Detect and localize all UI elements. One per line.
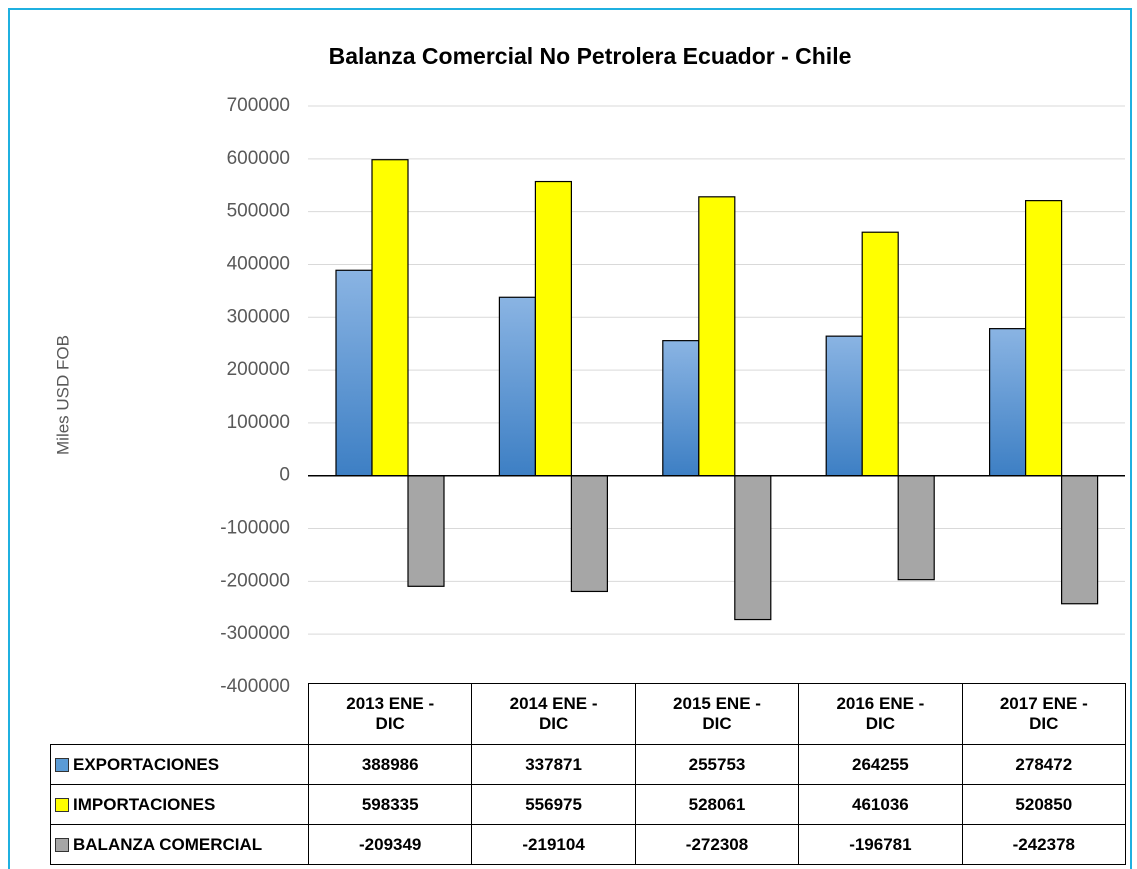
table-value: 255753 xyxy=(634,744,800,785)
y-tick-label: -300000 xyxy=(220,623,290,644)
bar xyxy=(534,180,573,477)
y-axis-label: Miles USD FOB xyxy=(53,335,72,455)
category-header: 2014 ENE - DIC xyxy=(471,683,636,745)
cell-text: 2013 ENE - DIC xyxy=(346,694,435,733)
cell-text: 556975 xyxy=(525,794,582,814)
cell-text: 2015 ENE - DIC xyxy=(673,694,761,733)
cell-text: -242378 xyxy=(1012,834,1075,854)
y-tick-label: 300000 xyxy=(227,306,290,327)
table-value: 528061 xyxy=(634,784,800,825)
frame xyxy=(8,8,1132,869)
cell-text: 520850 xyxy=(1015,794,1073,814)
cell-text: 388986 xyxy=(361,754,419,774)
bar xyxy=(335,269,373,477)
legend-label: IMPORTACIONES xyxy=(73,794,216,814)
y-tick-label: 400000 xyxy=(227,253,290,274)
bar xyxy=(698,196,736,477)
cell-text: 2017 ENE - DIC xyxy=(999,694,1088,733)
bar xyxy=(498,296,536,477)
bar xyxy=(734,475,772,621)
table-value: 520850 xyxy=(961,784,1126,825)
y-tick-label: 200000 xyxy=(227,359,290,380)
table-value: -196781 xyxy=(798,824,963,865)
category-header: 2016 ENE - DIC xyxy=(798,683,963,745)
category-header: 2013 ENE - DIC xyxy=(308,683,473,745)
y-tick-label: -200000 xyxy=(220,570,290,591)
table-value: -219104 xyxy=(471,824,636,865)
legend-swatch xyxy=(55,837,69,852)
y-tick-label: -100000 xyxy=(220,518,290,539)
table-value: -272308 xyxy=(634,824,800,865)
cell-text: -196781 xyxy=(849,834,912,854)
legend-label: BALANZA COMERCIAL xyxy=(73,834,263,854)
table-value: -242378 xyxy=(961,824,1126,865)
cell-text: 278472 xyxy=(1015,754,1073,774)
y-tick-label: -400000 xyxy=(220,676,290,697)
table-value: 337871 xyxy=(471,744,636,785)
y-tick-label: 100000 xyxy=(227,412,290,433)
bar xyxy=(897,475,935,581)
category-header: 2017 ENE - DIC xyxy=(961,683,1126,745)
cell-text: 264255 xyxy=(852,754,909,774)
legend-entry: EXPORTACIONES xyxy=(50,744,309,785)
bar xyxy=(570,475,609,593)
legend-entry: IMPORTACIONES xyxy=(50,784,309,825)
table-value: 264255 xyxy=(798,744,963,785)
y-tick-label: 700000 xyxy=(227,95,290,116)
bar xyxy=(1024,200,1063,477)
cell-text: -219104 xyxy=(522,834,585,854)
cell-text: 255753 xyxy=(688,754,746,774)
cell-text: 598335 xyxy=(361,794,419,814)
cell-text: 528061 xyxy=(688,794,746,814)
legend-entry: BALANZA COMERCIAL xyxy=(50,824,309,865)
cell-text: 461036 xyxy=(852,794,909,814)
cell-text: -272308 xyxy=(685,834,749,854)
bar xyxy=(1060,475,1099,605)
chart-title: Balanza Comercial No Petrolera Ecuador -… xyxy=(329,43,852,69)
bar xyxy=(988,328,1027,477)
category-header: 2015 ENE - DIC xyxy=(634,683,800,745)
cell-text: 2014 ENE - DIC xyxy=(509,694,598,733)
y-tick-label: 0 xyxy=(279,465,290,486)
legend-label: EXPORTACIONES xyxy=(73,754,220,774)
table-value: 556975 xyxy=(471,784,636,825)
y-tick-label: 600000 xyxy=(227,148,290,169)
cell-text: -209349 xyxy=(359,834,422,854)
bar xyxy=(662,340,700,477)
legend-swatch xyxy=(55,757,69,772)
table-value: 598335 xyxy=(308,784,473,825)
y-tick-label: 500000 xyxy=(227,201,290,222)
cell-text: 337871 xyxy=(525,754,582,774)
table-value: 461036 xyxy=(798,784,963,825)
table-value: -209349 xyxy=(308,824,473,865)
bar xyxy=(371,159,409,477)
bar xyxy=(825,335,863,477)
cell-text: 2016 ENE - DIC xyxy=(836,694,925,733)
table-value: 388986 xyxy=(308,744,473,785)
bar xyxy=(407,475,445,587)
bar xyxy=(861,231,899,477)
legend-swatch xyxy=(55,797,69,812)
table-value: 278472 xyxy=(961,744,1126,785)
